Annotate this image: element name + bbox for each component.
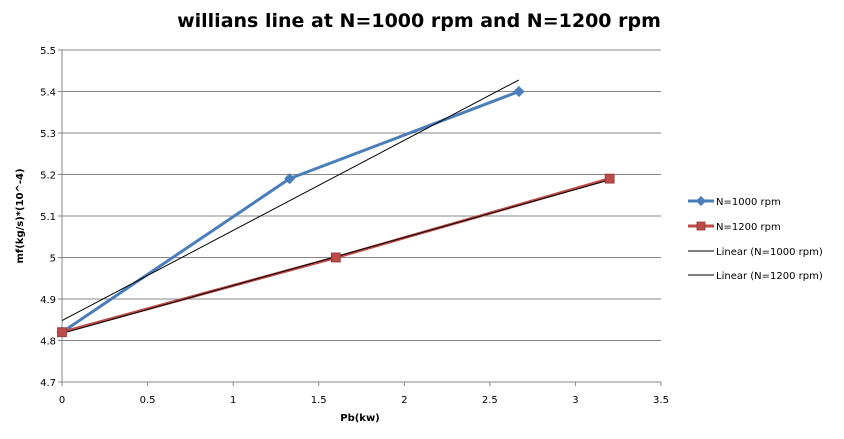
legend-label: Linear (N=1200 rpm) (716, 271, 823, 282)
x-tick-label: 0.5 (140, 395, 156, 406)
legend-label: N=1000 rpm (716, 197, 781, 208)
x-tick-label: 3.5 (653, 395, 669, 406)
data-point (330, 252, 341, 263)
y-tick-label: 5.5 (40, 46, 56, 57)
y-tick-label: 5.2 (40, 171, 56, 182)
x-tick-label: 2.5 (482, 395, 498, 406)
grid (62, 49, 661, 341)
y-tick-label: 4.8 (40, 337, 56, 348)
data-point (57, 327, 67, 338)
data-point (604, 173, 615, 184)
plot-area (56, 79, 615, 338)
x-tick-label: 0 (59, 395, 65, 406)
y-axis-label: mf(kg/s)*(10^-4) (15, 168, 26, 263)
legend-marker (695, 195, 707, 207)
data-point (284, 173, 296, 185)
y-tick-label: 4.7 (40, 378, 56, 389)
legend: N=1000 rpm N=1200 rpm Linear (N=1000 rpm) L… (688, 195, 823, 282)
x-tick-label: 3 (572, 395, 578, 406)
legend-label: N=1200 rpm (716, 222, 781, 233)
trendline-1 (61, 79, 520, 322)
x-axis-label: Pb(kw) (340, 413, 380, 424)
chart-title: willians line at N=1000 rpm and N=1200 r… (177, 10, 661, 32)
y-tick-label: 5.1 (40, 212, 56, 223)
x-tick-label: 1 (230, 395, 236, 406)
axes: 4.7 4.8 4.9 5 5.1 5.2 5.3 5.4 5.5 0 0.5 1 1.5 2 2.5 3 3.… (40, 46, 669, 406)
x-tick-label: 2 (401, 395, 407, 406)
y-tick-label: 5 (50, 254, 56, 265)
x-tick-label: 1.5 (311, 395, 327, 406)
data-point (513, 85, 525, 98)
y-tick-label: 5.3 (40, 129, 56, 140)
legend-marker (696, 221, 706, 231)
legend-label: Linear (N=1000 rpm) (716, 247, 823, 258)
y-tick-label: 4.9 (40, 295, 56, 306)
y-tick-label: 5.4 (40, 88, 56, 99)
